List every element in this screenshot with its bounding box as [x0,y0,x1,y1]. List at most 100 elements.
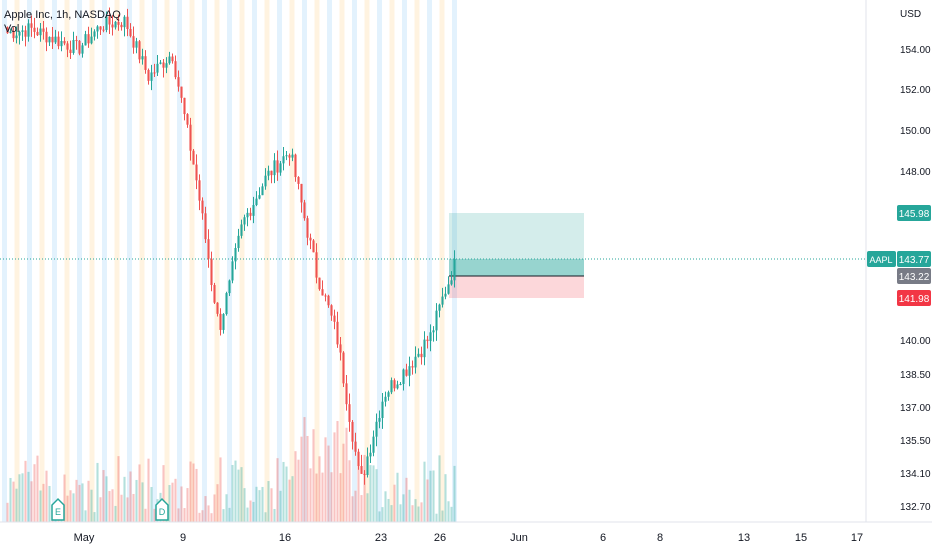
price-tick-label: 140.00 [900,336,931,347]
volume-bar [198,512,201,522]
volume-bar [291,476,294,522]
volume-bar [342,443,345,522]
stop-price-label-bg [897,290,931,306]
volume-bar [414,499,417,522]
candle-body [255,198,258,206]
volume-bar [228,507,231,522]
session-band [277,0,282,522]
price-axis[interactable]: USD 154.00 152.00 150.00 148.00 140.00 138.50 1… [865,0,931,522]
candle-body [207,239,210,259]
volume-bar [306,435,309,522]
session-band [439,0,445,522]
candle-body [39,28,42,36]
session-band [427,0,432,522]
volume-bar [312,429,315,522]
session-band [189,0,195,522]
candle-body [408,366,411,376]
candle-body [282,156,285,164]
candle-body [219,313,222,330]
volume-bar [204,496,207,522]
volume-bar [387,498,390,522]
volume-bar [258,490,261,522]
candle-body [306,218,309,238]
volume-bar [240,467,243,522]
time-axis[interactable]: May 9 16 23 26 Jun 6 8 13 15 17 [0,521,932,544]
volume-bar [333,432,336,522]
volume-bar [93,512,96,522]
volume-bar [384,491,387,522]
candle-body [453,259,456,281]
session-band [414,0,420,522]
candle-body [123,16,126,28]
session-band [264,0,270,522]
candle-body [291,154,294,158]
volume-bar [99,497,102,522]
volume-bars [6,417,456,522]
volume-bar [447,501,450,522]
volume-indicator-label[interactable]: Vol [4,23,20,35]
time-tick-label: 17 [851,532,863,544]
volume-bar [189,461,192,522]
price-tick-label: 132.70 [900,502,931,513]
volume-bar [243,488,246,522]
candle-body [252,205,255,216]
volume-bar [120,494,123,522]
candle-body [9,31,12,34]
candle-body [447,284,450,294]
volume-bar [438,455,441,522]
volume-bar [180,486,183,522]
candle-body [30,23,33,28]
volume-bar [297,459,300,522]
volume-bar [216,484,219,522]
profit-zone [449,213,584,276]
candle-body [435,310,438,331]
stop-price-label-text: 141.98 [899,294,930,305]
volume-bar [96,462,99,522]
event-marker: E [51,497,65,521]
volume-bar [102,470,105,522]
session-band [389,0,395,522]
session-band [114,0,120,522]
entry-price-label-bg [897,268,931,284]
volume-bar [444,474,447,522]
candle-body [24,30,27,37]
candle-body [303,202,306,219]
long-position-tool[interactable] [0,213,866,298]
volume-bar [396,472,399,522]
volume-bar [255,486,258,522]
candle-body [120,24,123,28]
volume-bar [399,504,402,522]
candle-body [426,339,429,342]
volume-bar [402,494,405,522]
time-tick-label: 16 [279,532,291,544]
session-band [364,0,370,522]
volume-bar [339,473,342,522]
time-tick-label: 26 [434,532,446,544]
candle-body [387,392,390,397]
volume-bar [186,488,189,522]
volume-bar [21,473,24,522]
candle-body [297,177,300,184]
candle-body [318,277,321,290]
volume-bar [429,470,432,522]
volume-bar [393,484,396,522]
candle-body [105,16,108,30]
candle-body [237,235,240,249]
volume-bar [261,486,264,522]
time-tick-label: May [74,532,95,544]
volume-bar [78,484,81,522]
candle-body [189,124,192,151]
symbol-title[interactable]: Apple Inc, 1h, NASDAQ [4,9,121,21]
time-tick-label: 9 [180,532,186,544]
candle-body [57,36,60,47]
candle-body [54,36,57,43]
candle-body [336,321,339,345]
volume-bar [9,477,12,522]
volume-bar [372,465,375,522]
volume-bar [87,480,90,522]
volume-bar [237,469,240,522]
candle-body [315,252,318,278]
session-band [2,0,7,522]
